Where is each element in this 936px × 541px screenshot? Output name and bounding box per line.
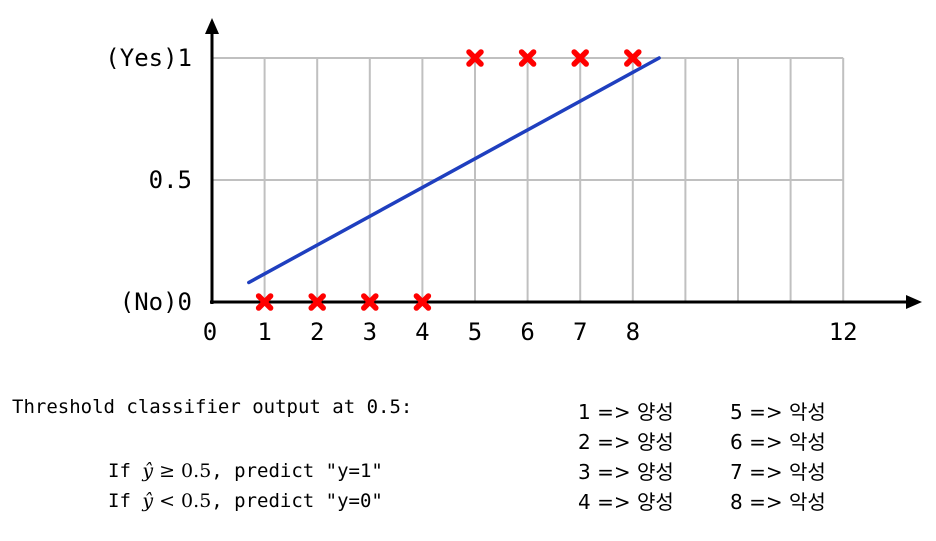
mapping-4: 4 => 양성 xyxy=(578,490,674,514)
rule-y1-prefix: If xyxy=(108,460,143,482)
fit-line xyxy=(247,56,661,285)
data-point xyxy=(413,293,432,311)
x-tick-label: 4 xyxy=(415,318,429,346)
axes xyxy=(205,18,922,309)
mapping-8: 8 => 악성 xyxy=(730,490,826,514)
x-tick-label: 6 xyxy=(520,318,534,346)
rule-y1: If ŷ ≥ 0.5, predict "y=1" xyxy=(108,460,383,482)
mapping-2: 2 => 양성 xyxy=(578,430,674,454)
grid xyxy=(212,57,845,302)
data-point xyxy=(466,49,484,67)
x-tick-label: 7 xyxy=(573,318,587,346)
y-tick-label: (No)0 xyxy=(120,288,192,316)
rule-y1-suffix: , predict "y=1" xyxy=(211,460,383,482)
rule-y1-op: ≥ 0.5 xyxy=(153,460,212,482)
mapping-7: 7 => 악성 xyxy=(730,460,826,484)
rule-y0: If ŷ < 0.5, predict "y=0" xyxy=(108,490,383,512)
y-axis-arrow xyxy=(205,18,219,34)
data-point xyxy=(361,293,379,311)
data-point xyxy=(624,49,642,67)
x-axis-arrow xyxy=(906,295,922,309)
y-hat-symbol: ŷ xyxy=(142,490,154,512)
mapping-6: 6 => 악성 xyxy=(730,430,826,454)
rule-y0-op: < 0.5 xyxy=(153,490,212,512)
x-tick-label: 1 xyxy=(257,318,271,346)
data-point xyxy=(571,49,589,67)
tick-labels: 0 1 2 3 4 5 6 7 8 12(No)00.5(Yes)1 xyxy=(105,44,857,346)
x-tick-label: 3 xyxy=(363,318,377,346)
mapping-3: 3 => 양성 xyxy=(578,460,674,484)
x-tick-label: 0 xyxy=(203,318,217,346)
y-tick-label: (Yes)1 xyxy=(105,44,192,72)
rule-y0-suffix: , predict "y=0" xyxy=(211,490,383,512)
y-tick-label: 0.5 xyxy=(149,166,192,194)
fit-line-group xyxy=(247,56,661,285)
mapping-1: 1 => 양성 xyxy=(578,400,674,424)
threshold-text: Threshold classifier output at 0.5: xyxy=(12,396,413,418)
y-hat-symbol: ŷ xyxy=(142,460,154,482)
x-tick-label: 12 xyxy=(829,318,858,346)
x-tick-label: 5 xyxy=(468,318,482,346)
data-point xyxy=(255,293,274,311)
x-tick-label: 8 xyxy=(626,318,640,346)
mapping-5: 5 => 악성 xyxy=(730,400,826,424)
data-point xyxy=(308,293,326,311)
rule-y0-prefix: If xyxy=(108,490,143,512)
data-point xyxy=(518,49,537,67)
data-points xyxy=(255,49,642,311)
x-tick-label: 2 xyxy=(310,318,324,346)
